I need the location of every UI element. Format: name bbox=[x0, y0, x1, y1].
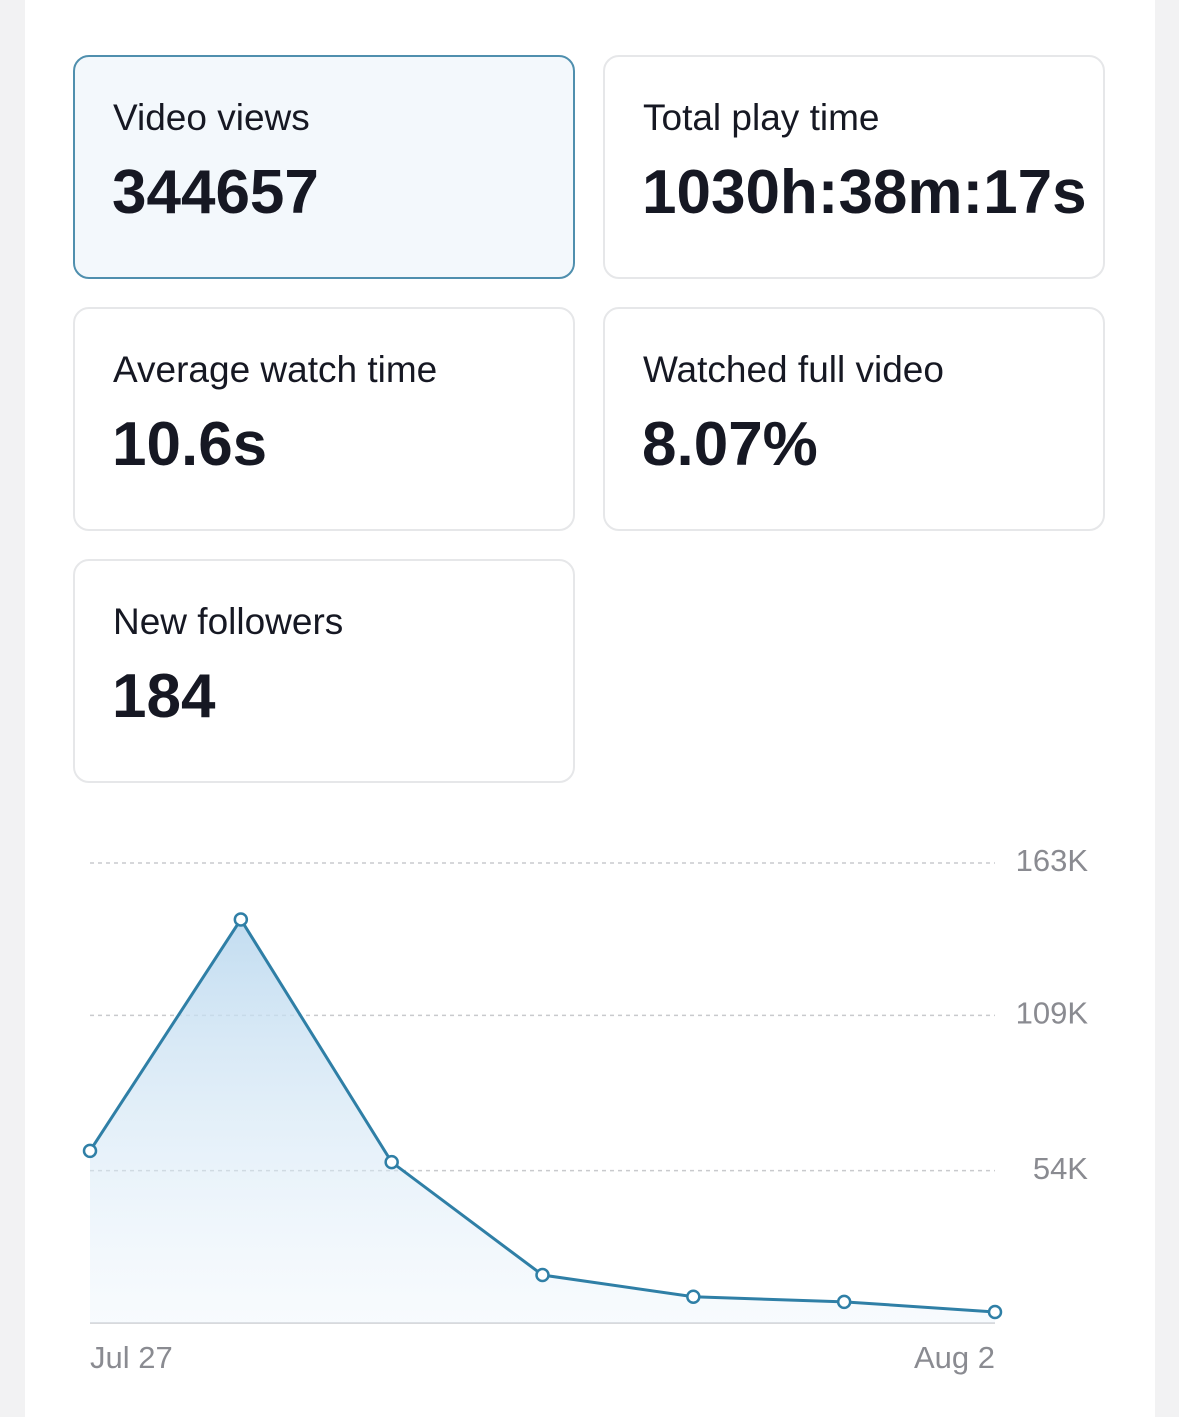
point bbox=[686, 1289, 701, 1305]
card-label: Video views bbox=[113, 97, 310, 138]
card-label: Total play time bbox=[643, 97, 880, 138]
card-label: New followers bbox=[113, 601, 344, 642]
card-value: 10.6s bbox=[112, 410, 268, 479]
x-tick-label: Aug 2 bbox=[914, 1340, 995, 1375]
stat-card[interactable]: Average watch time 10.6s bbox=[73, 307, 575, 531]
card-value: 1030h:38m:17s bbox=[642, 158, 1087, 227]
area bbox=[90, 919, 995, 1323]
y-tick-label: 163K bbox=[1016, 843, 1089, 878]
point bbox=[987, 1304, 1003, 1320]
point bbox=[535, 1267, 550, 1283]
point bbox=[82, 1143, 98, 1159]
card-label: Watched full video bbox=[643, 349, 944, 390]
stat-card[interactable]: Video views 344657 bbox=[73, 55, 575, 279]
point bbox=[384, 1154, 399, 1170]
x-tick-label: Jul 27 bbox=[90, 1340, 173, 1375]
stat-card[interactable]: New followers 184 bbox=[73, 559, 575, 783]
y-tick-label: 54K bbox=[1033, 1151, 1088, 1186]
card-value: 344657 bbox=[112, 158, 319, 227]
point bbox=[836, 1294, 852, 1310]
y-tick-label: 109K bbox=[1016, 996, 1089, 1031]
stat-card[interactable]: Total play time 1030h:38m:17s bbox=[603, 55, 1105, 279]
card-value: 184 bbox=[112, 662, 216, 731]
stat-card[interactable]: Watched full video 8.07% bbox=[603, 307, 1105, 531]
point bbox=[233, 912, 249, 927]
card-value: 8.07% bbox=[642, 410, 818, 479]
card-label: Average watch time bbox=[113, 349, 438, 390]
